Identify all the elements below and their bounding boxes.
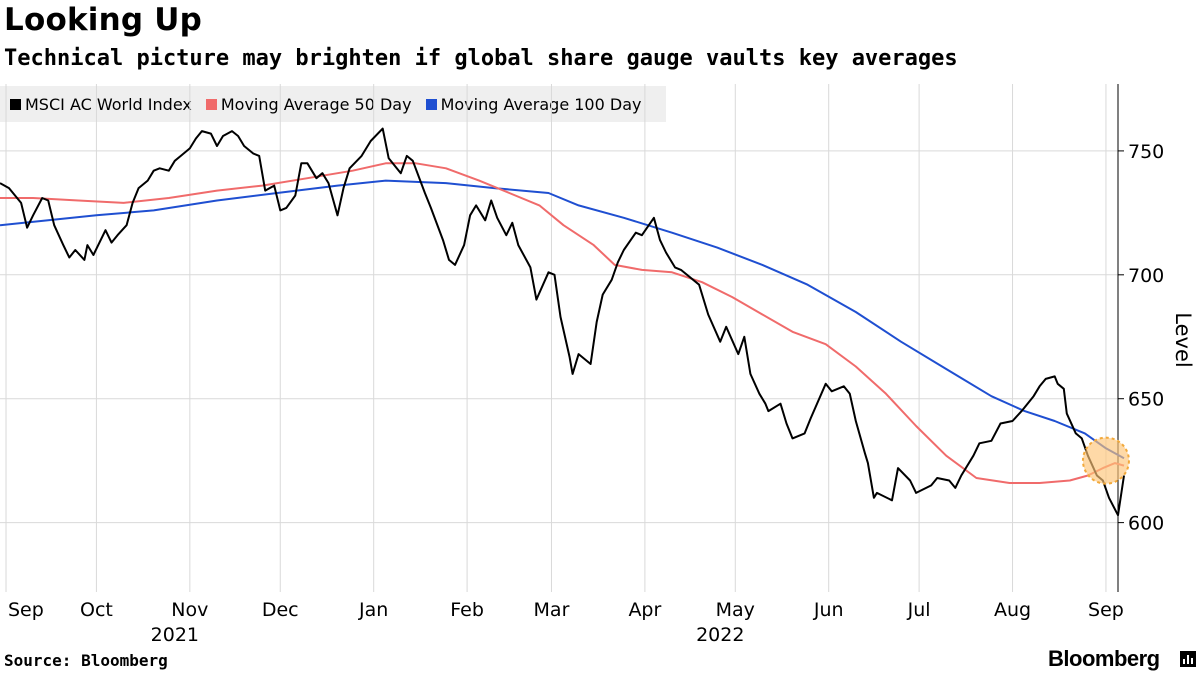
legend-item-msci: MSCI AC World Index bbox=[10, 95, 192, 114]
legend-item-ma100: Moving Average 100 Day bbox=[425, 94, 642, 114]
x-tick-label-6: Mar bbox=[534, 599, 570, 621]
x-year-label-1: 2022 bbox=[696, 624, 744, 646]
x-tick-label-4: Jan bbox=[358, 599, 388, 621]
y-axis-title: Level bbox=[1171, 312, 1195, 367]
x-tick-label-9: Jun bbox=[813, 599, 844, 621]
highlight-circle bbox=[1081, 436, 1130, 485]
legend-swatch-msci bbox=[10, 98, 21, 110]
x-tick-label-10: Jul bbox=[907, 599, 931, 621]
x-tick-label-7: Apr bbox=[628, 599, 661, 621]
x-year-label-0: 2021 bbox=[151, 624, 199, 646]
legend-label-msci: MSCI AC World Index bbox=[25, 94, 192, 114]
y-tick-label-750: 750 bbox=[1128, 141, 1164, 163]
x-tick-label-2: Nov bbox=[171, 599, 208, 621]
legend-swatch-ma100 bbox=[425, 98, 437, 110]
x-tick-label-12: Sep bbox=[1088, 599, 1124, 621]
legend-item-ma50: Moving Average 50 Day bbox=[205, 94, 412, 114]
bloomberg-chart-icon bbox=[1180, 651, 1196, 667]
x-tick-label-8: May bbox=[716, 599, 755, 621]
series-line-0 bbox=[0, 127, 1125, 517]
x-tick-label-5: Feb bbox=[450, 599, 484, 621]
series-line-1 bbox=[0, 162, 1125, 484]
chart-title: Looking Up bbox=[4, 2, 203, 38]
x-tick-label-0: Sep bbox=[8, 599, 44, 621]
y-tick-label-600: 600 bbox=[1128, 513, 1164, 535]
legend-swatch-ma50 bbox=[205, 98, 217, 110]
legend: MSCI AC World Index Moving Average 50 Da… bbox=[0, 86, 666, 122]
x-tick-label-11: Aug bbox=[994, 599, 1031, 621]
legend-label-ma50: Moving Average 50 Day bbox=[220, 94, 412, 114]
y-tick-label-700: 700 bbox=[1128, 265, 1164, 287]
chart-subtitle: Technical picture may brighten if global… bbox=[4, 46, 958, 71]
x-tick-label-3: Dec bbox=[262, 599, 299, 621]
legend-label-ma100: Moving Average 100 Day bbox=[440, 94, 642, 114]
y-tick-label-650: 650 bbox=[1128, 389, 1164, 411]
x-tick-label-1: Oct bbox=[80, 599, 113, 621]
bloomberg-logo: Bloomberg bbox=[1048, 646, 1160, 671]
source-note: Source: Bloomberg bbox=[4, 651, 168, 670]
